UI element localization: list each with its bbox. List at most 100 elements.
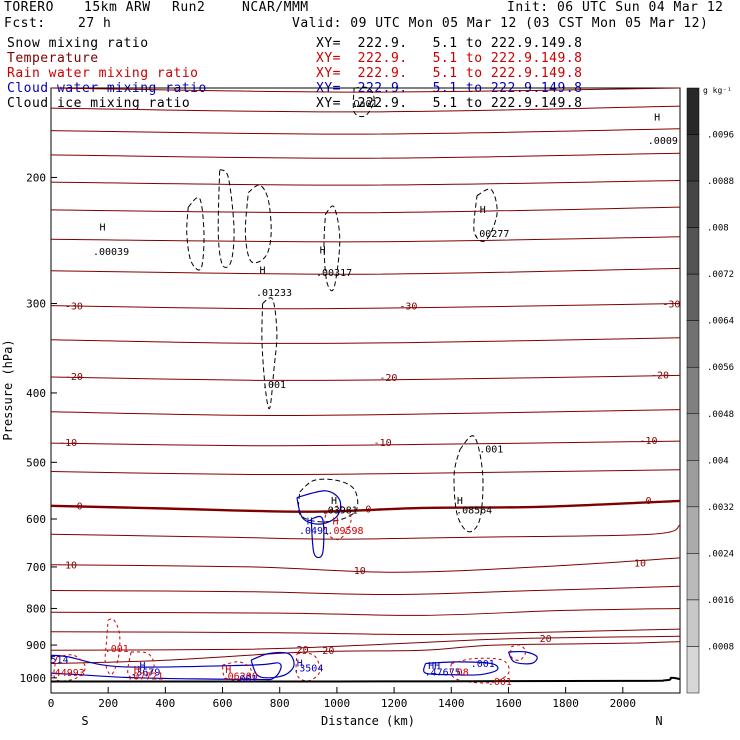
x-tick-label: 800	[270, 697, 290, 710]
contour-label: H	[320, 246, 326, 257]
temperature-contour	[50, 440, 681, 447]
y-tick-label: 500	[26, 456, 46, 469]
contour-label: .47675	[425, 667, 461, 678]
contour-label: .001	[479, 445, 503, 456]
temperature-contour	[50, 469, 681, 476]
xy-line-snow: XY= 222.9. 5.1 to 222.9.149.8	[316, 36, 583, 51]
contour-label: 10	[354, 566, 366, 577]
y-tick-label: 200	[26, 171, 46, 184]
snow-contour	[473, 188, 498, 242]
terrain-line	[50, 676, 681, 683]
contour-label: 10	[65, 561, 77, 572]
run-name: Run2	[172, 0, 206, 15]
colorbar-label: .0056	[707, 363, 734, 373]
contour-label: H	[457, 496, 463, 507]
colorbar-segment	[686, 553, 700, 601]
contour-label: Ωa01	[353, 99, 377, 110]
colorbar-segment	[686, 413, 700, 461]
y-tick-label: 400	[26, 387, 46, 400]
contour-label: H	[307, 517, 313, 528]
snow-contours	[186, 86, 498, 533]
x-tick-label: 1600	[495, 697, 522, 710]
contour-label: .3679	[130, 667, 160, 678]
y-tick-label: 700	[26, 561, 46, 574]
forecast-hour: 27 h	[78, 16, 112, 31]
colorbar-label: .0088	[707, 177, 734, 187]
colorbar-segment	[686, 646, 700, 694]
colorbar-segment	[686, 87, 700, 135]
contour-label: .00277	[473, 229, 509, 240]
colorbar-unit: g kg⁻¹	[703, 86, 732, 95]
x-tick-label: 200	[98, 697, 118, 710]
x-tick-label: 1200	[381, 697, 408, 710]
temperature-contour	[50, 303, 681, 310]
colorbar-label: .004	[707, 456, 729, 466]
temperature-contour	[50, 337, 681, 344]
colorbar-segment	[686, 320, 700, 368]
x-tick-label: 2000	[610, 697, 637, 710]
contour-label: H	[99, 223, 105, 234]
colorbar-label: .0072	[707, 270, 734, 280]
contour-label: .001	[488, 677, 512, 688]
contour-label: .00317	[316, 268, 352, 279]
x-tick-label: 1400	[438, 697, 465, 710]
rain-contour	[222, 661, 252, 681]
colorbar-label: .0024	[707, 549, 734, 559]
contour-label: 0	[365, 505, 371, 516]
y-tick-label: 800	[26, 602, 46, 615]
contour-label: 08	[457, 667, 469, 678]
colorbar-label: .0016	[707, 596, 734, 606]
contour-label: -30	[662, 300, 680, 311]
cloud-water-contour	[50, 654, 282, 681]
contour-label: 20	[540, 634, 552, 645]
y-tick-label: 900	[26, 639, 46, 652]
colorbar-label: .0064	[707, 317, 734, 327]
colorbar-label: .0048	[707, 410, 734, 420]
contour-label: -30	[65, 302, 83, 313]
colorbar-segment	[686, 134, 700, 182]
x-tick-label: 1800	[552, 697, 579, 710]
contour-label: .44993	[49, 668, 85, 679]
temperature-contour	[50, 152, 681, 159]
temperature-contour	[50, 499, 681, 513]
y-axis-label: Pressure (hPa)	[1, 339, 15, 440]
model-name: TORERO	[4, 0, 54, 15]
x-tick-label: 0	[48, 697, 55, 710]
contour-label: .07721	[127, 671, 163, 682]
contour-label: 20	[297, 645, 309, 656]
colorbar-segment	[686, 180, 700, 228]
xy-line-rain: XY= 222.9. 5.1 to 222.9.149.8	[316, 66, 583, 81]
contour-label: .01233	[256, 288, 292, 299]
legend-rain: Rain water mixing ratio	[7, 66, 199, 81]
contour-label: .08564	[456, 506, 492, 517]
contour-label: 514	[51, 655, 69, 666]
contour-label: H	[331, 496, 337, 507]
temperature-contour	[50, 608, 681, 616]
rain-contour	[449, 657, 510, 684]
temperature-contour	[50, 585, 681, 596]
cloud-water-contour	[250, 651, 295, 679]
init-time: Init: 06 UTC Sun 04 Mar 12	[507, 0, 724, 15]
temperature-contour	[50, 267, 681, 275]
contour-label: H	[225, 665, 231, 676]
cloud-water-contour	[296, 490, 342, 525]
snow-contour	[323, 205, 341, 292]
temperature-contour	[50, 524, 681, 540]
colorbar-label: .008	[707, 224, 729, 234]
temperature-contour	[50, 641, 681, 664]
contour-label: .001	[471, 659, 495, 670]
x-tick-label: 400	[155, 697, 175, 710]
temperature-contours	[50, 87, 681, 664]
terrain-surface	[50, 676, 681, 683]
contour-label: .001	[262, 380, 286, 391]
colorbar: .0096 .0088 .008 .0072 .0064 .0056 .0048 .004 .0…	[686, 87, 734, 694]
x-tick-label: 1000	[324, 697, 351, 710]
contour-label: H	[480, 205, 486, 216]
legend-temperature: Temperature	[7, 51, 99, 66]
cloud-water-contours	[50, 490, 538, 681]
cloud-water-contour	[507, 650, 538, 665]
contour-label: -10	[374, 438, 392, 449]
contour-label: -10	[59, 438, 77, 449]
xy-line-cloud-ice: XY= 222.9. 5.1 to 222.9.149.8	[316, 96, 583, 111]
